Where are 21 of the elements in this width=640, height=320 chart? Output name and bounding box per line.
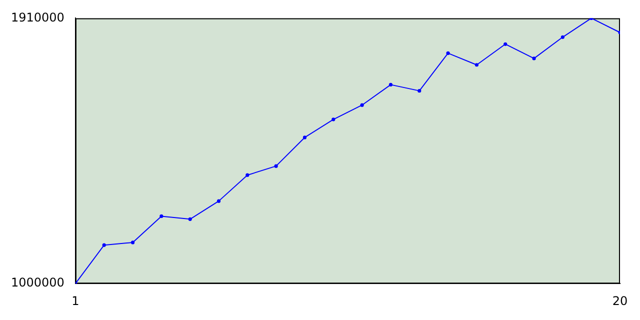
point	[418, 89, 422, 93]
x-tick-label: 1	[72, 294, 80, 308]
x-tick-label: 20	[612, 294, 628, 308]
point	[216, 199, 221, 203]
point	[474, 63, 478, 67]
y-tick-label: 1000000	[10, 276, 64, 290]
point	[246, 173, 250, 177]
y-tick-label: 1910000	[10, 10, 64, 24]
point	[302, 136, 307, 140]
point	[532, 56, 536, 60]
point	[504, 42, 508, 46]
point	[160, 214, 164, 218]
point	[388, 82, 393, 86]
point	[360, 103, 364, 107]
point	[188, 217, 192, 221]
point	[130, 240, 135, 244]
point	[332, 118, 336, 122]
point	[560, 35, 564, 39]
point	[274, 164, 278, 168]
point	[446, 51, 450, 55]
point	[102, 243, 106, 247]
